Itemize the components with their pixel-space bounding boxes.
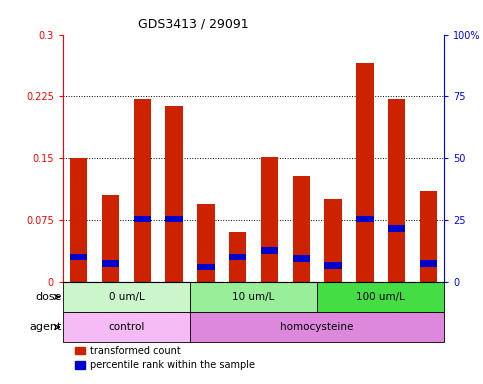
Bar bbox=[102, 195, 119, 282]
Bar bbox=[324, 262, 342, 269]
Text: 10 um/L: 10 um/L bbox=[232, 292, 275, 302]
Bar bbox=[293, 176, 310, 282]
Bar bbox=[388, 99, 405, 282]
Bar bbox=[420, 191, 437, 282]
Bar bbox=[133, 99, 151, 282]
Bar bbox=[70, 254, 87, 260]
Text: homocysteine: homocysteine bbox=[281, 322, 354, 332]
Bar bbox=[229, 254, 246, 260]
Bar bbox=[293, 255, 310, 262]
Text: GDS3413 / 29091: GDS3413 / 29091 bbox=[138, 17, 249, 30]
Bar bbox=[165, 216, 183, 222]
Bar bbox=[70, 158, 87, 282]
Bar bbox=[420, 260, 437, 267]
Text: agent: agent bbox=[30, 322, 62, 332]
Bar bbox=[356, 216, 374, 222]
Bar bbox=[102, 260, 119, 267]
Bar bbox=[388, 225, 405, 232]
Bar bbox=[317, 282, 444, 312]
Bar bbox=[63, 282, 190, 312]
Bar bbox=[324, 199, 342, 282]
Bar bbox=[190, 312, 444, 342]
Bar bbox=[165, 106, 183, 282]
Legend: transformed count, percentile rank within the sample: transformed count, percentile rank withi… bbox=[75, 346, 255, 371]
Bar bbox=[63, 312, 190, 342]
Text: 0 um/L: 0 um/L bbox=[109, 292, 144, 302]
Bar bbox=[190, 282, 317, 312]
Text: dose: dose bbox=[36, 292, 62, 302]
Bar bbox=[356, 63, 374, 282]
Bar bbox=[197, 264, 214, 270]
Bar bbox=[229, 232, 246, 282]
Text: 100 um/L: 100 um/L bbox=[356, 292, 405, 302]
Bar bbox=[261, 157, 278, 282]
Bar bbox=[133, 216, 151, 222]
Bar bbox=[197, 204, 214, 282]
Bar bbox=[261, 247, 278, 254]
Text: control: control bbox=[108, 322, 144, 332]
